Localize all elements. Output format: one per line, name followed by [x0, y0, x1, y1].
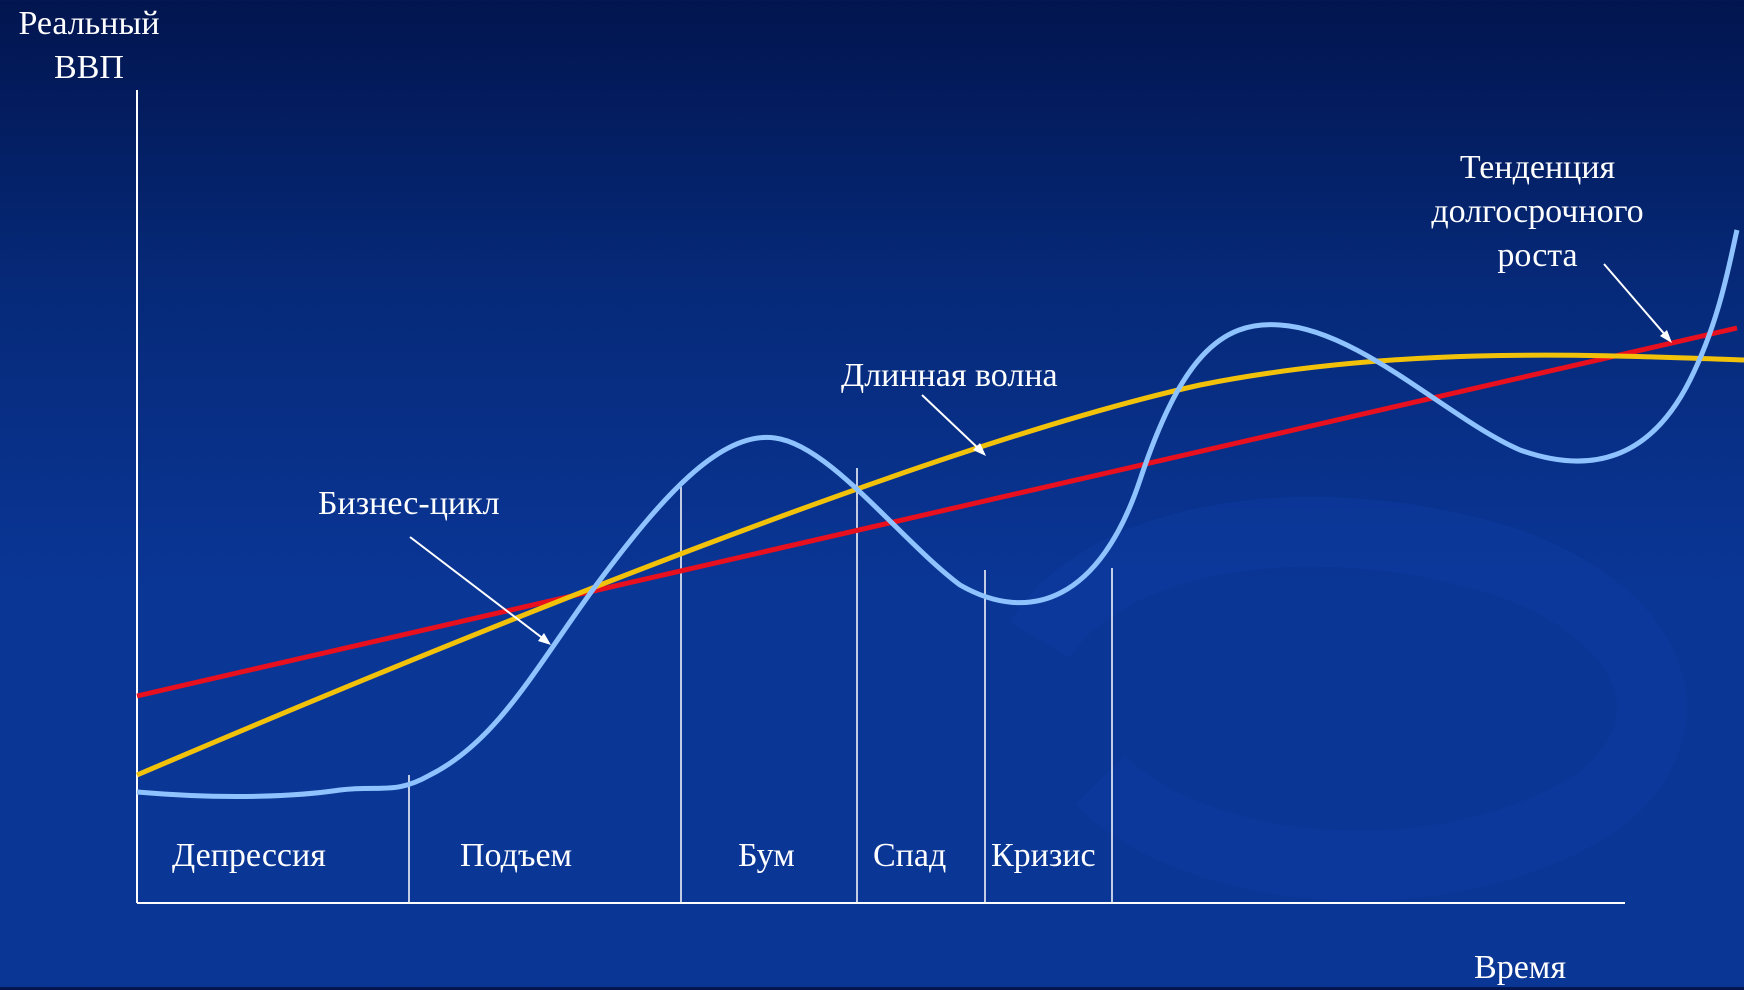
background-swoosh: [1010, 496, 1687, 901]
y-axis-label-line1: Реальный: [18, 5, 160, 42]
business-cycle-pointer-line: [409, 536, 546, 641]
trend-line: [136, 325, 1738, 699]
trend-label-line2: долгосрочного: [1431, 193, 1644, 230]
phase-label-downturn: Спад: [873, 837, 947, 874]
long-wave-pointer-line: [921, 394, 981, 451]
trend-label: Тенденция долгосрочного роста: [1400, 146, 1675, 278]
long-wave-label: Длинная волна: [841, 357, 1058, 394]
phase-label-crisis: Кризис: [991, 837, 1096, 874]
phase-label-boom: Бум: [738, 837, 795, 874]
trend-pointer-line: [1603, 263, 1668, 338]
business-cycle-curve: [136, 229, 1740, 799]
trend-label-line1: Тенденция: [1459, 149, 1616, 186]
trend-label-line3: роста: [1497, 237, 1578, 274]
x-axis-label: Время: [1474, 949, 1566, 986]
trend-arrowhead-icon: [1660, 330, 1672, 343]
y-axis-label: Реальный ВВП: [0, 2, 178, 90]
phase-label-recovery: Подъем: [460, 837, 573, 874]
y-axis-label-line2: ВВП: [54, 49, 124, 86]
business-cycle-label: Бизнес-цикл: [318, 485, 500, 522]
long-wave-curve: [136, 352, 1744, 778]
business-cycle-arrowhead-icon: [538, 633, 551, 645]
phase-label-depression: Депрессия: [172, 837, 326, 874]
long-wave-arrowhead-icon: [973, 443, 986, 456]
